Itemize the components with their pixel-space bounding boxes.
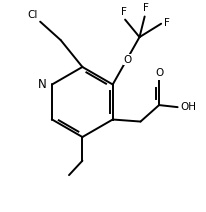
Text: O: O xyxy=(155,68,163,78)
Text: F: F xyxy=(143,3,149,13)
Text: O: O xyxy=(123,55,131,65)
Text: F: F xyxy=(164,18,170,28)
Text: N: N xyxy=(38,78,47,91)
Text: OH: OH xyxy=(181,102,197,112)
Text: Cl: Cl xyxy=(28,10,38,20)
Text: F: F xyxy=(121,7,127,17)
